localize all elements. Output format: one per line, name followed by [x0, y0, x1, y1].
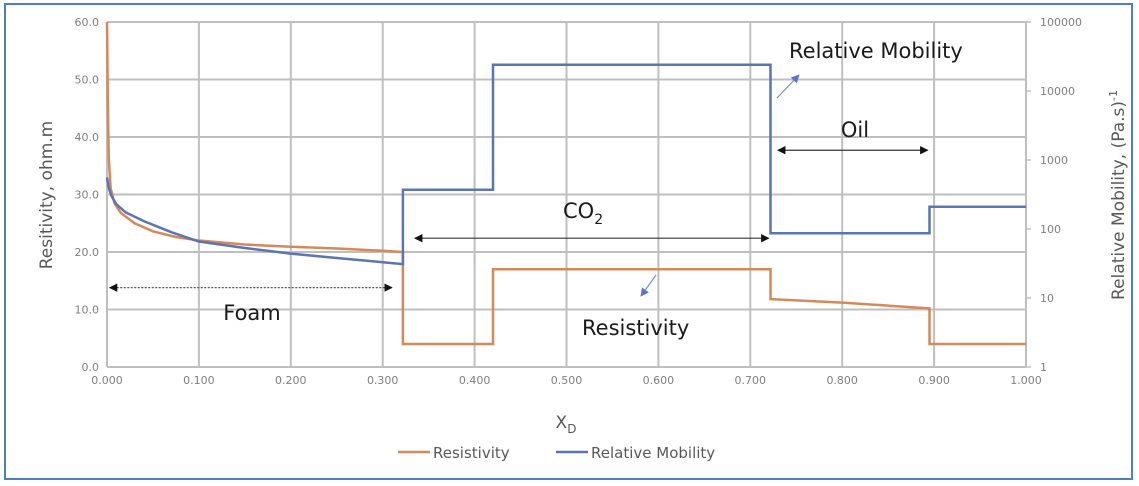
y-tick-label: 30.0 — [75, 189, 100, 202]
x-tick-label: 0.800 — [826, 374, 858, 387]
x-tick-label: 0.000 — [91, 374, 123, 387]
y2-axis-title-sup: -1 — [1107, 90, 1120, 101]
tick-labels: 0.000 0.100 0.200 0.300 0.400 0.500 0.600 0.700… — [75, 16, 1083, 387]
resistivity-pointer-arrow — [640, 274, 657, 297]
relative-mobility-pointer-arrow — [776, 74, 800, 99]
x-tick-label: 0.700 — [735, 374, 767, 387]
series-line-relative-mobility — [105, 63, 1026, 266]
y-tick-label: 60.0 — [75, 16, 100, 29]
y-tick-label: 40.0 — [75, 131, 100, 144]
y2-tick-label: 100 — [1040, 223, 1061, 236]
legend: Resistivity Relative Mobility — [398, 444, 715, 462]
x-tick-label: 0.200 — [275, 374, 307, 387]
y-tick-label: 10.0 — [75, 304, 100, 317]
legend-label-resistivity: Resistivity — [433, 444, 510, 462]
x-tick-label: 0.600 — [643, 374, 675, 387]
y-tick-label: 20.0 — [75, 246, 100, 259]
x-tick-label: 1.000 — [1010, 374, 1042, 387]
legend-label-relative-mobility: Relative Mobility — [591, 444, 715, 462]
resistivity-callout-label: Resistivity — [582, 316, 689, 340]
co2-label-main: CO — [563, 199, 594, 223]
y2-tick-label: 10000 — [1040, 85, 1075, 98]
y-tick-label: 50.0 — [75, 74, 100, 87]
co2-label-sub: 2 — [594, 212, 603, 228]
y2-tick-label: 1000 — [1040, 154, 1068, 167]
x-tick-label: 0.100 — [183, 374, 215, 387]
relative-mobility-callout-label: Relative Mobility — [789, 39, 963, 63]
y2-tick-label: 100000 — [1040, 16, 1082, 29]
foam-label: Foam — [223, 301, 281, 325]
annotations: Foam CO2 Oil Relative Mobility Resistivity — [108, 39, 963, 340]
co2-label: CO2 — [563, 199, 603, 228]
y2-axis-title: Relative Mobility, (Pa.s)-1 — [1107, 90, 1129, 300]
x-tick-label: 0.900 — [918, 374, 950, 387]
y-axis-title: Resitivity, ohm.m — [37, 121, 57, 270]
y2-tick-label: 1 — [1040, 361, 1047, 374]
x-axis-title-main: X — [556, 413, 568, 433]
oil-label: Oil — [841, 118, 869, 142]
x-tick-label: 0.300 — [367, 374, 399, 387]
x-tick-label: 0.400 — [459, 374, 491, 387]
series-lines — [105, 21, 1026, 346]
x-axis-title-sub: D — [567, 422, 576, 436]
y-tick-label: 0.0 — [82, 361, 100, 374]
y2-axis-title-main: Relative Mobility, (Pa.s) — [1109, 101, 1129, 300]
y2-tick-label: 10 — [1040, 292, 1054, 305]
x-axis-title: XD — [556, 413, 577, 436]
x-tick-label: 0.500 — [551, 374, 583, 387]
